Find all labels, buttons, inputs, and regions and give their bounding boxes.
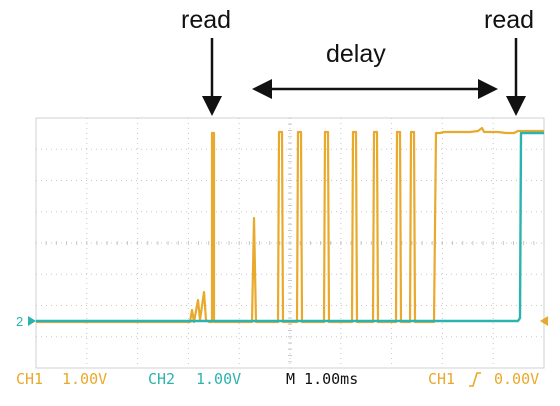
graticule [35,117,545,369]
ch2-volts-per-div: 1.00V [196,370,242,388]
trigger-level: 0.00V [494,370,540,388]
ch2-label: CH2 [148,370,176,388]
annotation-read-left: read [181,6,232,34]
trigger-level-marker [540,316,548,326]
annotation-delay: delay [326,40,386,68]
rising-edge-icon [469,372,481,387]
ch2-ground-marker: 2 [16,314,36,329]
ch1-volts-per-div: 1.00V [62,370,108,388]
trigger-source: CH1 [428,370,456,388]
svg-text:2: 2 [16,314,23,329]
ch2-trace [36,131,544,323]
annotation-read-right: read [484,6,535,34]
ch1-label: CH1 [16,370,44,388]
timebase: M 1.00ms [286,370,359,388]
